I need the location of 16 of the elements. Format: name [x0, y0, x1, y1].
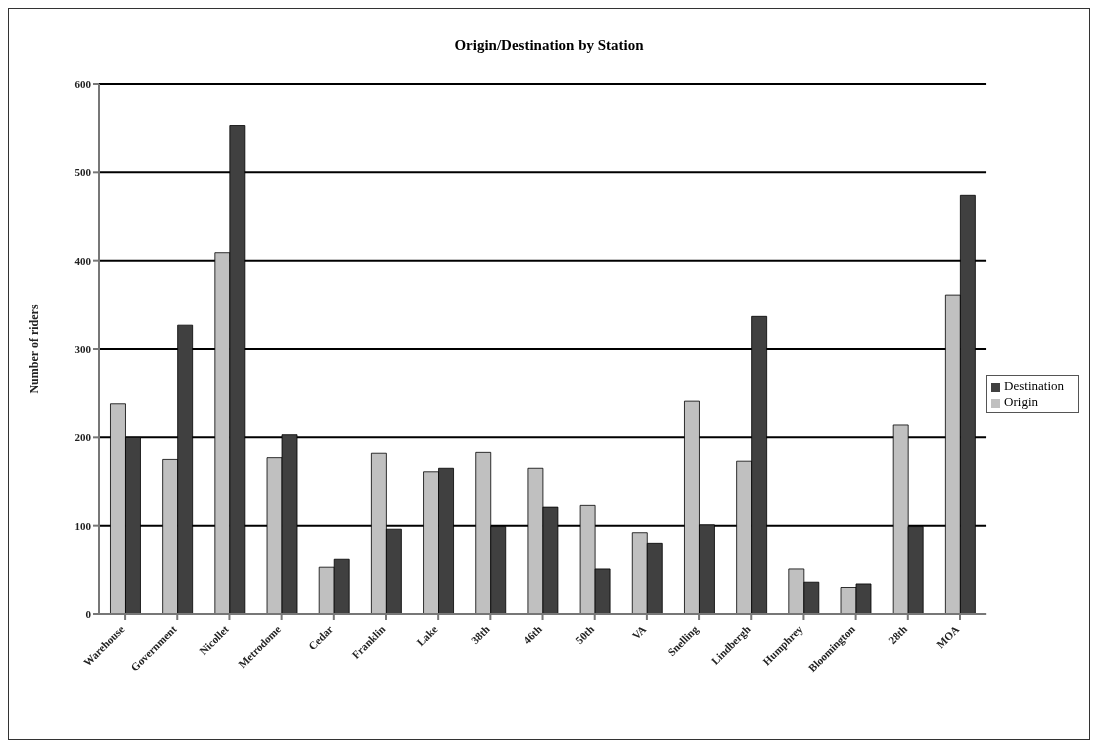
y-tick-label: 600: [74, 77, 92, 90]
chart-title: Origin/Destination by Station: [453, 37, 645, 54]
y-tick-label: 300: [74, 342, 92, 355]
y-tick-label: 400: [74, 254, 92, 267]
legend-label: Origin: [1004, 394, 1039, 409]
legend-label: Destination: [1004, 378, 1064, 393]
y-tick-label: 100: [74, 519, 92, 532]
x-tick-label: 38th: [468, 622, 492, 647]
x-tick-label: 28th: [886, 622, 910, 647]
x-tick-label: VA: [629, 622, 649, 642]
y-tick-label: 0: [85, 607, 92, 620]
y-tick-label: 500: [74, 166, 92, 179]
x-tick-label: 46th: [520, 622, 544, 647]
y-tick-label: 200: [74, 431, 92, 444]
y-axis-title: Number of riders: [27, 304, 42, 394]
x-tick-label: 50th: [572, 622, 597, 647]
